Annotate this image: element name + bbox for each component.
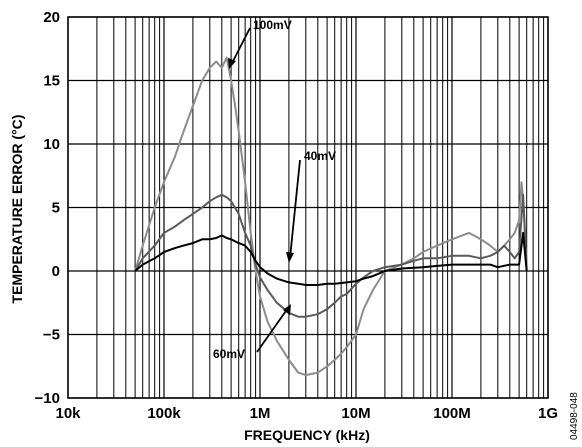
- annotation-60mv-label: 60mV: [213, 347, 245, 361]
- y-axis-title: TEMPERATURE ERROR (°C): [9, 115, 25, 304]
- annotation-100mv-arrow: [230, 27, 251, 66]
- annotation-40mv-arrow: [289, 159, 301, 259]
- major-gridlines: [67, 16, 549, 399]
- annotation-60mv-arrow: [256, 307, 289, 353]
- series-line-40mv: [134, 231, 528, 286]
- annotation-100mv-label: 100mV: [253, 18, 292, 32]
- annotation-60mv: 60mV: [213, 304, 291, 361]
- y-tick-label: 10: [43, 136, 60, 153]
- annotation-100mv: 100mV: [228, 18, 292, 69]
- series-line-60mv: [134, 193, 528, 318]
- x-tick-labels: 10k 100k 1M 10M 100M 1G: [55, 405, 558, 422]
- y-tick-label: −10: [35, 390, 60, 407]
- x-tick-label: 1M: [250, 405, 271, 422]
- annotation-40mv-label: 40mV: [304, 149, 336, 163]
- annotation-100mv-arrowhead: [228, 58, 236, 69]
- x-tick-label: 1G: [538, 405, 558, 422]
- y-tick-labels: 20 15 10 5 0 −5 −10: [35, 9, 60, 407]
- annotation-40mv-arrowhead: [286, 252, 294, 263]
- data-series: [134, 56, 528, 377]
- y-tick-label: 0: [52, 263, 60, 280]
- x-axis-title: FREQUENCY (kHz): [244, 427, 370, 443]
- x-tick-label: 10M: [341, 405, 370, 422]
- annotation-40mv: 40mV: [286, 149, 336, 263]
- figure-id: 04498-048: [569, 392, 580, 440]
- x-tick-label: 10k: [55, 405, 81, 422]
- y-tick-label: 20: [43, 9, 60, 26]
- x-tick-label: 100k: [147, 405, 181, 422]
- series-line-100mv: [134, 56, 528, 377]
- y-tick-label: −5: [43, 327, 60, 344]
- annotation-60mv-arrowhead: [283, 304, 291, 315]
- y-tick-label: 15: [43, 73, 60, 90]
- plot-frame: [67, 16, 549, 399]
- y-tick-label: 5: [52, 200, 60, 217]
- x-tick-label: 100M: [433, 405, 471, 422]
